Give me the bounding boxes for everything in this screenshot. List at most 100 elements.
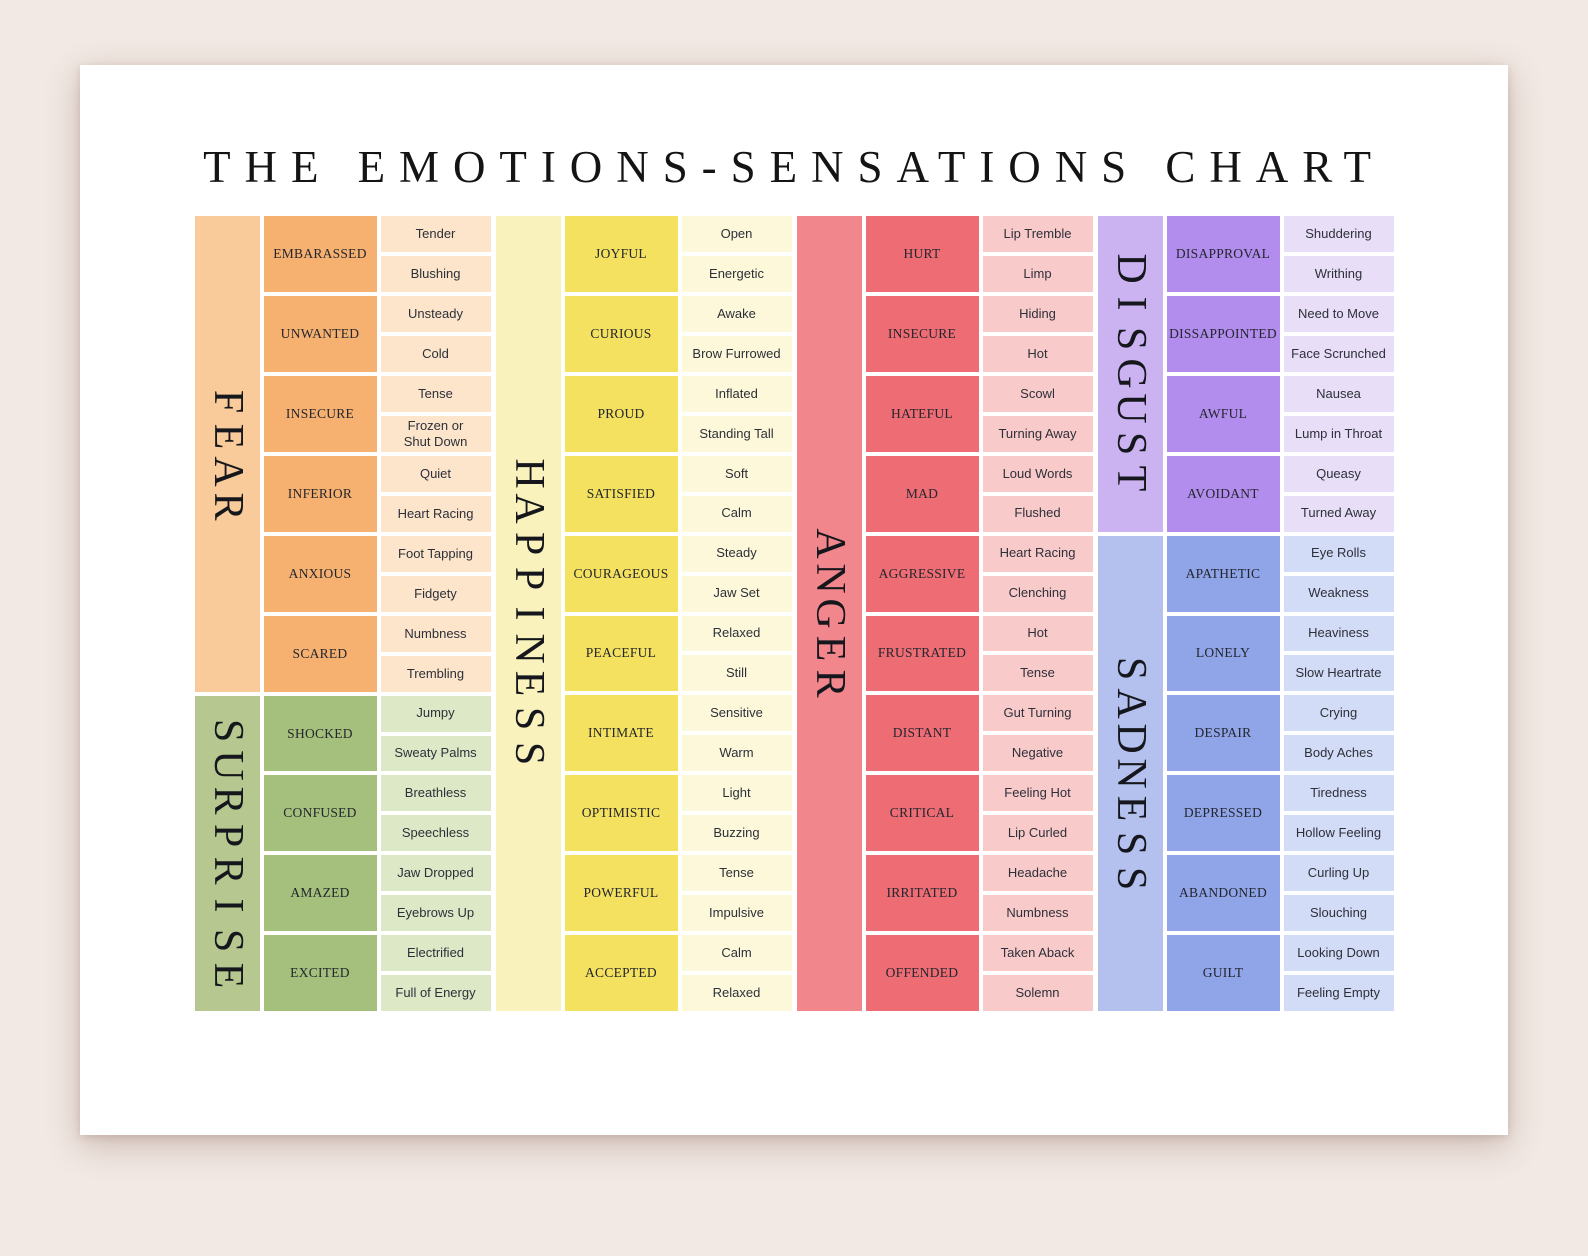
sensation-cell: Writhing: [1283, 255, 1394, 292]
sensation-cell: Tiredness: [1283, 775, 1394, 812]
sensation-cell: Numbness: [982, 895, 1093, 932]
sensation-cell: Need to Move: [1283, 295, 1394, 332]
sensation-cell: Hot: [982, 335, 1093, 372]
emotion-curious: CURIOUS: [564, 295, 678, 372]
sensation-cell: Unsteady: [380, 295, 491, 332]
emotion-abandoned: ABANDONED: [1166, 855, 1280, 932]
sensation-cell: Queasy: [1283, 455, 1394, 492]
emotion-disapproval: DISAPPROVAL: [1166, 216, 1280, 292]
emotion-lonely: LONELY: [1166, 615, 1280, 692]
emotion-optimistic: OPTIMISTIC: [564, 775, 678, 852]
sensation-cell: Heart Racing: [380, 496, 491, 532]
category-letter: R: [806, 669, 853, 698]
sensation-cell: Slouching: [1283, 895, 1394, 932]
emotion-hurt: HURT: [865, 216, 979, 292]
category-letter: S: [1107, 866, 1154, 890]
category-letter: E: [204, 962, 251, 989]
sensation-cell: Hiding: [982, 295, 1093, 332]
sensation-cell: Face Scrunched: [1283, 335, 1394, 372]
sensation-cell: Open: [681, 216, 792, 252]
emotion-critical: CRITICAL: [865, 775, 979, 852]
sensation-cell: Speechless: [380, 815, 491, 852]
sensation-cell: Inflated: [681, 375, 792, 412]
emotion-joyful: JOYFUL: [564, 216, 678, 292]
sensation-cell: Taken Aback: [982, 935, 1093, 972]
emotion-peaceful: PEACEFUL: [564, 615, 678, 692]
sensation-cell: Awake: [681, 295, 792, 332]
emotion-anxious: ANXIOUS: [263, 535, 377, 612]
sensation-cell: Body Aches: [1283, 735, 1394, 772]
emotion-irritated: IRRITATED: [865, 855, 979, 932]
sensation-cell: Solemn: [982, 975, 1093, 1011]
sensation-cell: Sweaty Palms: [380, 735, 491, 772]
emotion-proud: PROUD: [564, 375, 678, 452]
sensation-cell: Limp: [982, 255, 1093, 292]
sensation-cell: Blushing: [380, 255, 491, 292]
emotion-despair: DESPAIR: [1166, 695, 1280, 772]
sensation-cell: Calm: [681, 495, 792, 532]
sensation-cell: Impulsive: [681, 895, 792, 932]
sensation-cell: Breathless: [380, 775, 491, 812]
chart-group: D I S G U S T DISAPPROVAL Shuddering Writhing DISS…: [1097, 216, 1394, 1011]
sensation-cell: Eyebrows Up: [380, 895, 491, 932]
sensation-cell: Frozen or Shut Down: [380, 415, 491, 453]
category-letter: T: [1107, 465, 1154, 492]
sensation-cell: Slow Heartrate: [1283, 655, 1394, 692]
sensation-cell: Loud Words: [982, 455, 1093, 492]
sensation-cell: Turned Away: [1283, 495, 1394, 532]
category-letter: S: [505, 741, 552, 766]
emotion-intimate: INTIMATE: [564, 695, 678, 772]
emotion-aggressive: AGGRESSIVE: [865, 535, 979, 612]
sensation-cell: Foot Tapping: [380, 535, 491, 572]
emotion-powerful: POWERFUL: [564, 855, 678, 932]
sensation-cell: Cold: [380, 335, 491, 372]
sensation-cell: Negative: [982, 735, 1093, 772]
sensation-cell: Electrified: [380, 935, 491, 972]
sensation-cell: Lip Tremble: [982, 216, 1093, 252]
chart-group: H A P P I N E S S JOYFUL Open Energetic CURIOUS Awake…: [495, 216, 792, 1011]
sensation-cell: Flushed: [982, 495, 1093, 532]
sensation-cell: Relaxed: [681, 615, 792, 652]
sensation-cell: Heart Racing: [982, 535, 1093, 572]
sensation-cell: Tense: [982, 655, 1093, 692]
emotion-satisfied: SATISFIED: [564, 455, 678, 532]
emotion-courageous: COURAGEOUS: [564, 535, 678, 612]
sensation-cell: Relaxed: [681, 975, 792, 1011]
emotion-accepted: ACCEPTED: [564, 935, 678, 1011]
sensation-cell: Tense: [380, 375, 491, 412]
emotion-shocked: SHOCKED: [263, 695, 377, 772]
emotions-sensations-chart: F E A R EMBARASSED Tender Blushing UNWANTED Unst…: [80, 216, 1508, 1011]
sensation-cell: Nausea: [1283, 375, 1394, 412]
sensation-cell: Scowl: [982, 375, 1093, 412]
sensation-cell: Tense: [681, 855, 792, 892]
sensation-cell: Numbness: [380, 615, 491, 652]
sensation-cell: Lump in Throat: [1283, 415, 1394, 452]
sensation-cell: Light: [681, 775, 792, 812]
emotion-guilt: GUILT: [1166, 935, 1280, 1011]
chart-group: A N G E R HURT Lip Tremble Limp INSECURE Hiding Ho…: [796, 216, 1093, 1011]
sensation-cell: Looking Down: [1283, 935, 1394, 972]
emotion-depressed: DEPRESSED: [1166, 775, 1280, 852]
sensation-cell: Headache: [982, 855, 1093, 892]
sensation-cell: Jaw Set: [681, 575, 792, 612]
sensation-cell: Weakness: [1283, 575, 1394, 612]
sensation-cell: Curling Up: [1283, 855, 1394, 892]
emotion-unwanted: UNWANTED: [263, 295, 377, 372]
sensation-cell: Fidgety: [380, 575, 491, 612]
sensation-cell: Feeling Empty: [1283, 975, 1394, 1011]
page-title: THE EMOTIONS-SENSATIONS CHART: [203, 142, 1385, 192]
emotion-excited: EXCITED: [263, 935, 377, 1011]
poster: THE EMOTIONS-SENSATIONS CHART F E A R EMBARA…: [80, 65, 1508, 1135]
category-letter: R: [204, 492, 251, 521]
sensation-cell: Steady: [681, 535, 792, 572]
emotion-awful: AWFUL: [1166, 375, 1280, 452]
sensation-cell: Warm: [681, 735, 792, 772]
sensation-cell: Gut Turning: [982, 695, 1093, 732]
sensation-cell: Energetic: [681, 255, 792, 292]
emotion-frustrated: FRUSTRATED: [865, 615, 979, 692]
